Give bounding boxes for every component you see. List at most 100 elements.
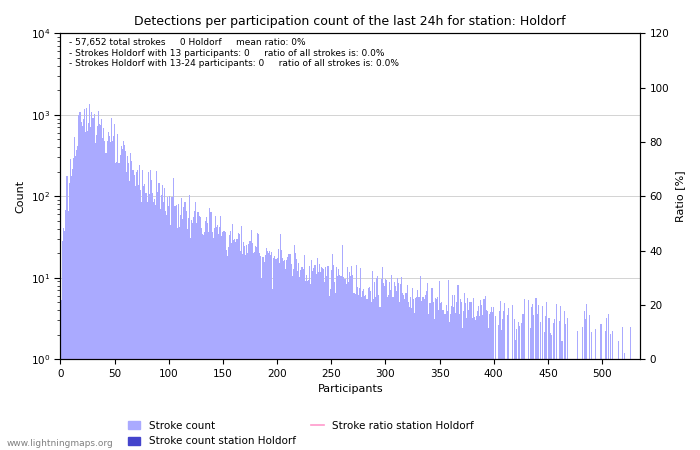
Bar	[76, 150, 77, 450]
Bar	[125, 151, 126, 450]
Bar	[498, 311, 500, 450]
Bar	[346, 284, 347, 450]
Bar	[234, 239, 235, 450]
Bar	[402, 293, 403, 450]
Text: www.lightningmaps.org: www.lightningmaps.org	[7, 439, 113, 448]
Bar	[271, 252, 272, 450]
Bar	[375, 297, 376, 450]
Bar	[391, 275, 393, 450]
Bar	[502, 319, 503, 450]
Bar	[542, 306, 543, 450]
Bar	[438, 310, 439, 450]
Bar	[412, 288, 413, 450]
Bar	[160, 209, 161, 450]
Bar	[140, 190, 141, 450]
Bar	[384, 286, 385, 450]
Bar	[148, 194, 150, 450]
Bar	[216, 227, 217, 450]
Bar	[206, 217, 207, 450]
Bar	[192, 223, 193, 450]
Bar	[91, 112, 92, 450]
Bar	[279, 263, 280, 450]
Bar	[330, 270, 332, 450]
Bar	[452, 295, 453, 450]
Bar	[255, 246, 256, 450]
Bar	[73, 158, 74, 450]
Bar	[389, 282, 391, 450]
Bar	[490, 312, 491, 450]
Bar	[349, 272, 350, 450]
Bar	[90, 127, 91, 450]
Bar	[561, 341, 563, 450]
Bar	[491, 307, 492, 450]
Bar	[370, 291, 371, 450]
Bar	[338, 269, 339, 450]
Bar	[514, 319, 515, 450]
Bar	[357, 287, 358, 450]
Bar	[312, 270, 314, 450]
Bar	[508, 307, 510, 450]
Bar	[113, 136, 114, 450]
Bar	[94, 113, 95, 450]
Bar	[449, 322, 450, 450]
Bar	[227, 256, 228, 450]
Bar	[342, 277, 344, 450]
Bar	[163, 202, 164, 450]
Bar	[120, 146, 122, 450]
Bar	[260, 256, 261, 450]
Bar	[474, 317, 475, 450]
Bar	[386, 280, 387, 450]
Bar	[565, 324, 566, 450]
Bar	[451, 306, 452, 450]
Bar	[176, 206, 177, 450]
Bar	[178, 204, 179, 450]
Bar	[377, 275, 379, 450]
Bar	[241, 226, 242, 450]
Bar	[66, 176, 67, 450]
Bar	[191, 220, 192, 450]
Bar	[371, 302, 372, 450]
Bar	[174, 206, 175, 450]
Bar	[465, 303, 466, 450]
Bar	[225, 250, 227, 450]
Bar	[388, 295, 389, 450]
Bar	[519, 326, 520, 450]
Bar	[429, 303, 430, 450]
Bar	[177, 228, 178, 450]
Bar	[393, 282, 395, 450]
Bar	[473, 298, 474, 450]
Bar	[223, 231, 225, 450]
Bar	[334, 282, 335, 450]
Bar	[106, 140, 108, 450]
Bar	[421, 297, 423, 450]
Bar	[205, 221, 206, 450]
Bar	[582, 327, 583, 450]
Bar	[244, 246, 245, 450]
Bar	[435, 298, 436, 450]
Bar	[333, 265, 334, 450]
Bar	[470, 302, 472, 450]
Bar	[398, 284, 399, 450]
Bar	[61, 301, 62, 450]
Bar	[532, 304, 533, 450]
Bar	[78, 115, 79, 450]
Bar	[242, 254, 243, 450]
Bar	[608, 314, 609, 450]
Bar	[179, 226, 180, 450]
Bar	[479, 315, 480, 450]
Bar	[220, 216, 221, 450]
Bar	[567, 318, 568, 450]
Bar	[193, 217, 194, 450]
Bar	[444, 314, 445, 450]
Bar	[258, 234, 259, 450]
Bar	[328, 296, 330, 450]
Bar	[128, 163, 130, 450]
Bar	[344, 279, 345, 450]
Bar	[112, 140, 113, 450]
Bar	[610, 334, 611, 450]
Bar	[354, 292, 355, 450]
Bar	[363, 289, 364, 450]
Bar	[261, 278, 262, 450]
Bar	[247, 252, 248, 450]
Bar	[323, 269, 324, 450]
